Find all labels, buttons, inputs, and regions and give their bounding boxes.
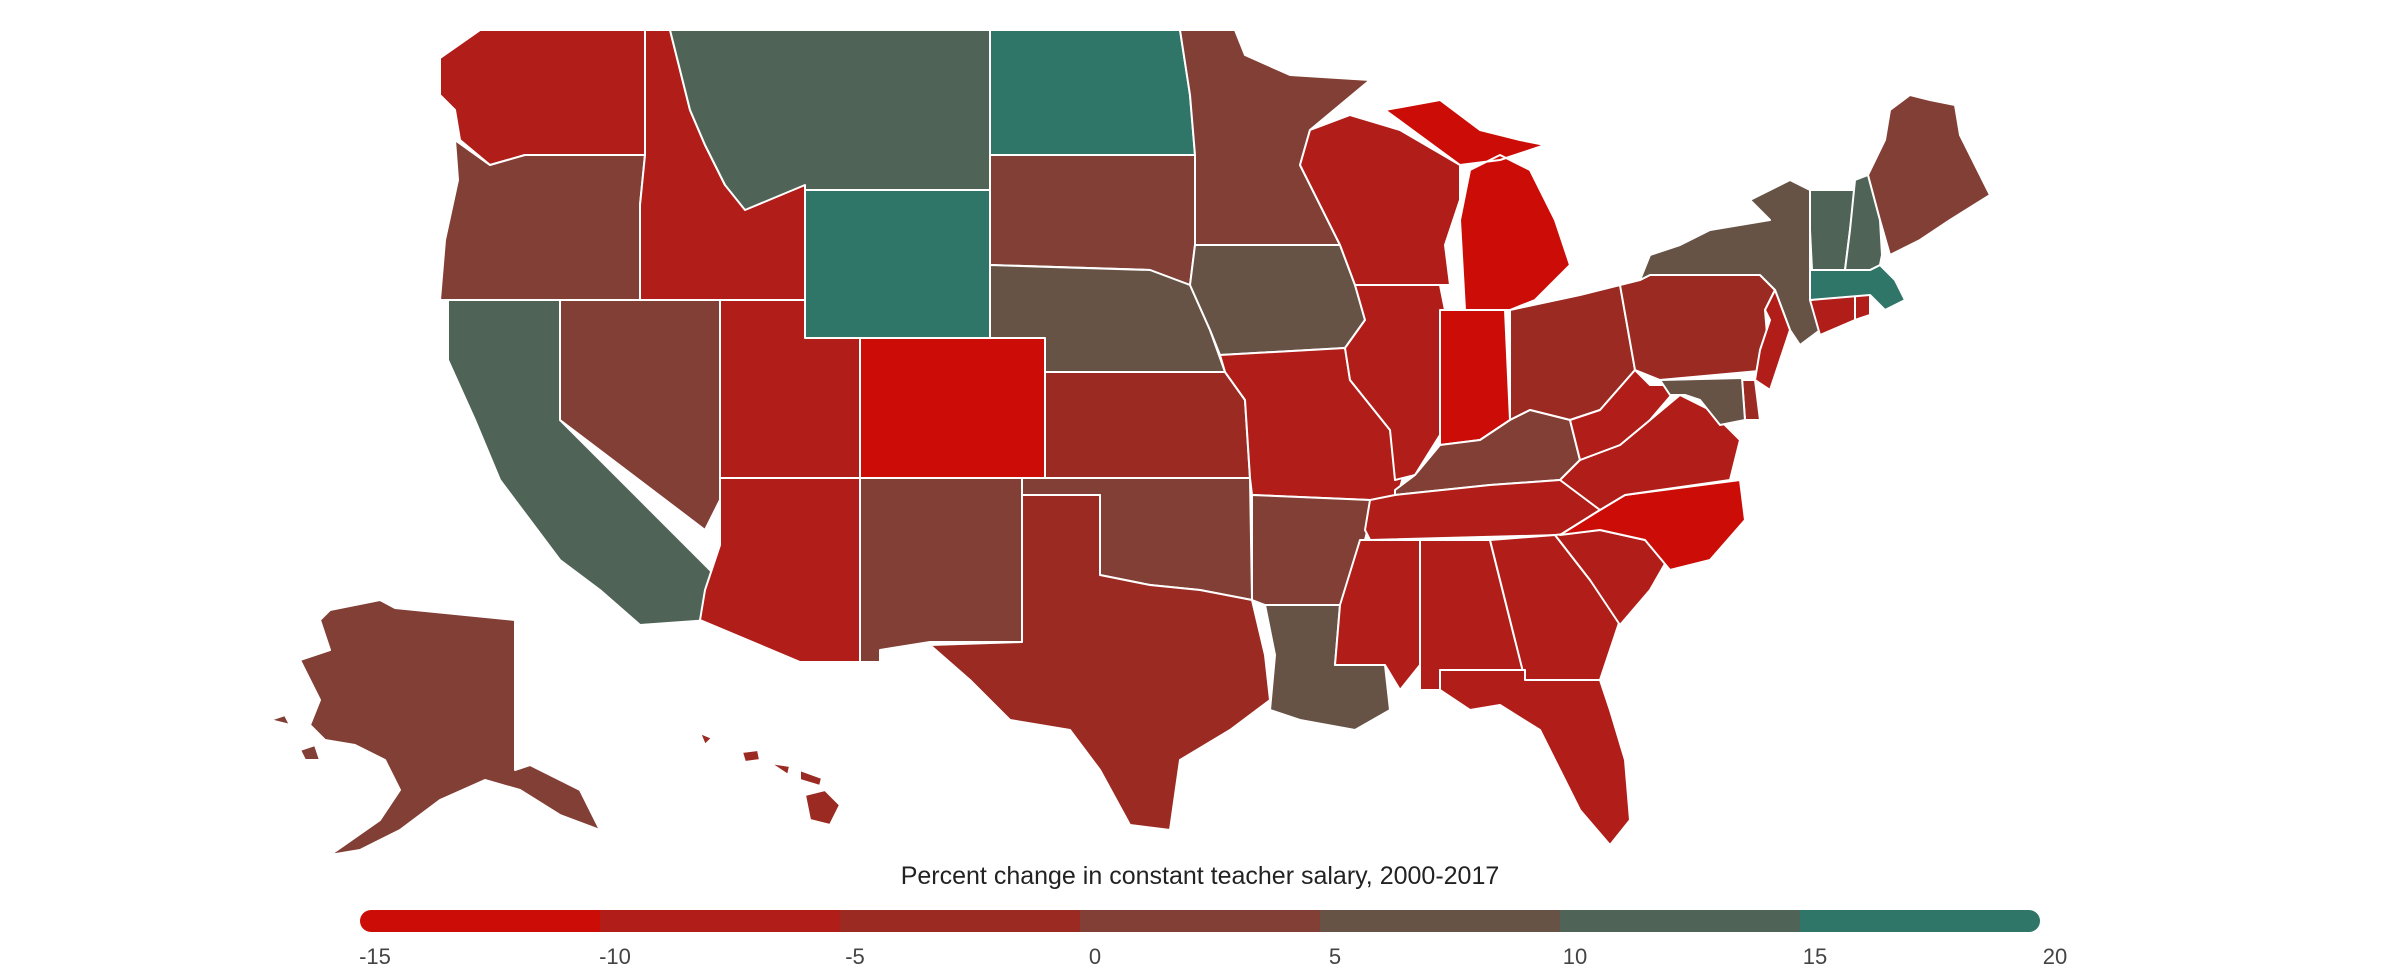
- state-IN[interactable]: [1439, 309, 1511, 446]
- legend-bin: [1800, 910, 2040, 932]
- us-choropleth-map: [269, 29, 1991, 856]
- state-WA[interactable]: [439, 29, 646, 166]
- state-IL[interactable]: [1344, 284, 1446, 481]
- legend-color-scale: [360, 910, 2040, 932]
- legend-tick-label: 10: [1562, 944, 1588, 969]
- legend-bin: [360, 910, 600, 932]
- legend-tick-label: 15: [1802, 944, 1828, 969]
- state-AZ[interactable]: [699, 477, 861, 663]
- state-KS[interactable]: [1044, 371, 1251, 479]
- state-OR[interactable]: [439, 139, 646, 301]
- state-NM[interactable]: [859, 477, 1023, 663]
- state-RI[interactable]: [1854, 294, 1871, 321]
- state-MD[interactable]: [1659, 377, 1746, 426]
- state-AK[interactable]: [269, 599, 601, 856]
- legend-bin: [1080, 910, 1320, 932]
- state-PA[interactable]: [1619, 274, 1776, 381]
- legend-tick-label: 5: [1328, 944, 1342, 969]
- legend-title: Percent change in constant teacher salar…: [900, 862, 1500, 890]
- state-ME[interactable]: [1867, 94, 1991, 256]
- state-IA[interactable]: [1189, 244, 1366, 356]
- legend-tick-label: 20: [2042, 944, 2068, 969]
- legend-bin: [840, 910, 1080, 932]
- legend-tick-label: 0: [1088, 944, 1102, 969]
- state-ND[interactable]: [989, 29, 1196, 156]
- legend-tick-label: -5: [845, 944, 865, 969]
- state-CO[interactable]: [859, 337, 1046, 479]
- state-WI[interactable]: [1299, 114, 1461, 286]
- state-MI[interactable]: [1384, 99, 1571, 311]
- legend-bin: [1560, 910, 1800, 932]
- state-FL[interactable]: [1439, 669, 1631, 846]
- legend-bin: [1320, 910, 1560, 932]
- state-TX[interactable]: [929, 494, 1271, 831]
- state-HI[interactable]: [699, 732, 841, 826]
- state-WY[interactable]: [804, 189, 991, 339]
- legend-bin: [600, 910, 840, 932]
- legend-tick-label: -15: [359, 944, 391, 969]
- legend-tick-label: -10: [599, 944, 631, 969]
